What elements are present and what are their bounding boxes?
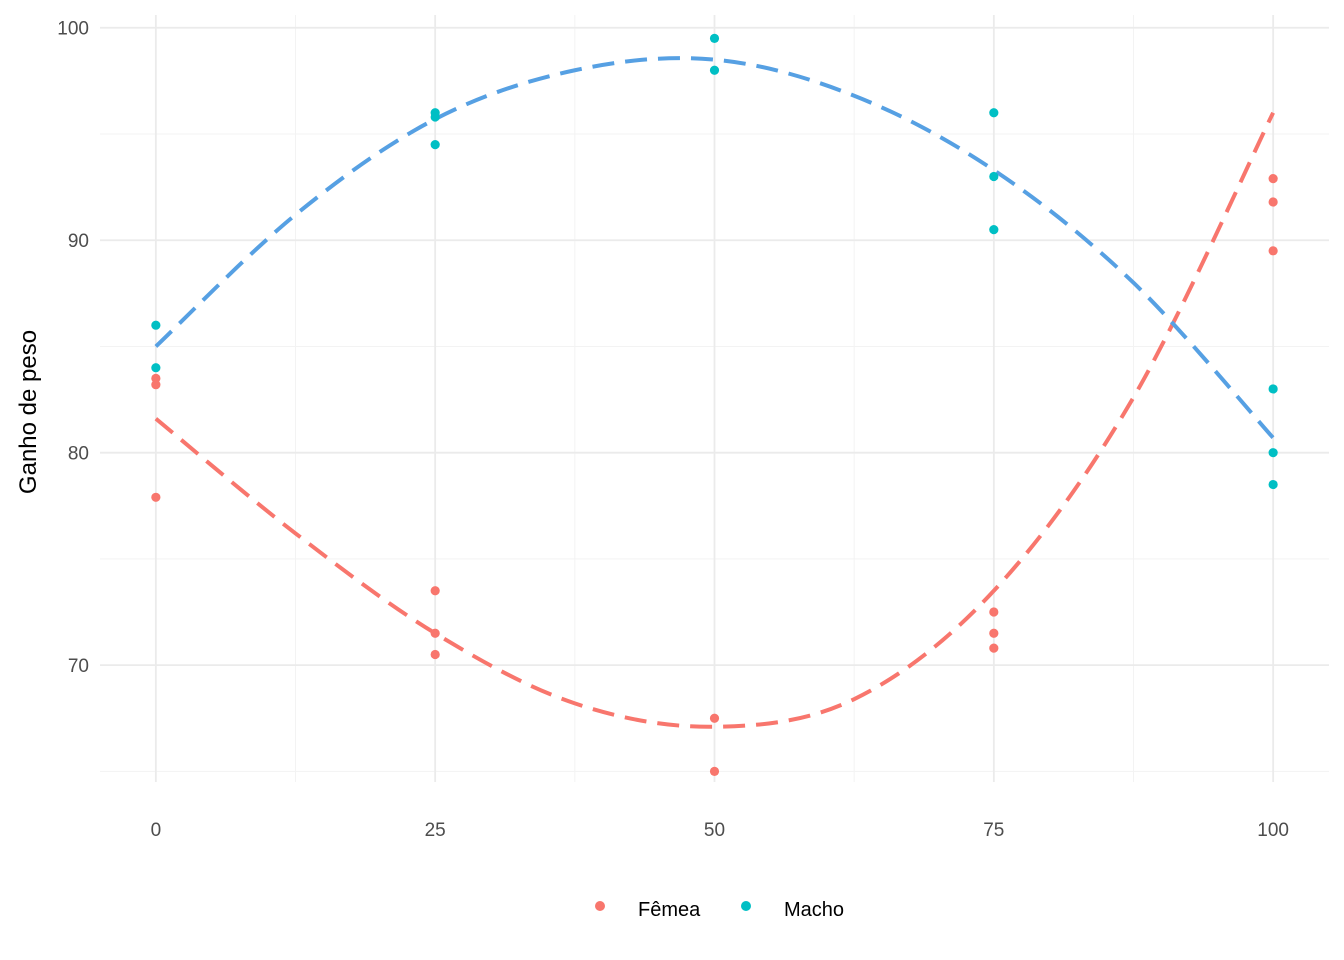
y-axis-title: Ganho de peso <box>15 330 42 494</box>
x-axis-tick-labels: 0 25 50 75 100 <box>151 820 1289 841</box>
fit-line-1 <box>154 56 1275 440</box>
x-tick-label-1: 25 <box>425 820 446 841</box>
point-1-5 <box>709 33 720 43</box>
point-0-9 <box>989 628 999 638</box>
fit-line-0 <box>154 111 1275 729</box>
legend: Fêmea Macho <box>595 899 844 921</box>
legend-key-0 <box>595 901 605 911</box>
point-1-1 <box>151 363 161 373</box>
y-tick-label-2: 90 <box>68 231 89 252</box>
point-1-6 <box>709 65 720 75</box>
point-0-3 <box>430 586 440 596</box>
legend-label-0: Fêmea <box>638 899 701 921</box>
point-0-8 <box>989 607 999 617</box>
point-0-6 <box>709 713 720 723</box>
major-gridlines <box>100 15 1329 782</box>
point-1-0 <box>151 320 161 330</box>
point-0-13 <box>1268 246 1278 256</box>
point-1-10 <box>1268 384 1278 394</box>
point-0-0 <box>151 373 161 383</box>
y-tick-label-3: 100 <box>57 19 89 40</box>
y-tick-label-1: 80 <box>68 444 89 465</box>
x-tick-label-3: 75 <box>983 820 1004 841</box>
fit-lines <box>154 56 1275 729</box>
point-1-12 <box>1268 479 1278 490</box>
legend-key-1 <box>741 901 751 911</box>
point-0-10 <box>989 643 999 653</box>
point-1-3 <box>430 112 440 122</box>
point-0-12 <box>1268 197 1278 207</box>
point-0-4 <box>430 628 440 638</box>
x-tick-label-4: 100 <box>1257 820 1289 841</box>
point-1-4 <box>430 140 440 150</box>
data-points <box>151 33 1278 776</box>
legend-label-1: Macho <box>784 899 844 921</box>
point-0-7 <box>709 766 720 776</box>
point-0-1 <box>151 380 161 390</box>
y-axis-tick-labels: 70 80 90 100 <box>57 19 89 677</box>
point-1-7 <box>989 108 999 118</box>
point-1-9 <box>989 224 999 235</box>
x-tick-label-2: 50 <box>704 820 725 841</box>
point-0-5 <box>430 649 440 660</box>
y-tick-label-0: 70 <box>68 656 89 677</box>
point-1-8 <box>989 171 999 182</box>
x-tick-label-0: 0 <box>151 820 162 841</box>
point-1-11 <box>1268 448 1278 458</box>
point-0-11 <box>1268 173 1278 184</box>
point-0-2 <box>151 492 161 502</box>
